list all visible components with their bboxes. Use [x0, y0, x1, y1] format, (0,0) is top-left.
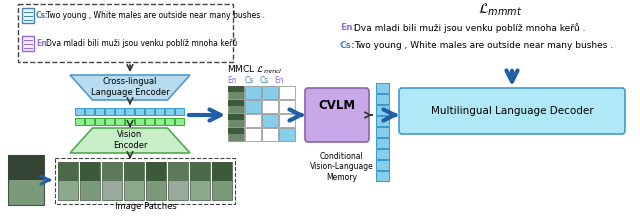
Bar — [228, 100, 244, 106]
Bar — [102, 162, 122, 200]
FancyBboxPatch shape — [305, 88, 369, 142]
Text: Cs: Cs — [244, 75, 253, 85]
Bar — [58, 162, 78, 181]
Bar — [228, 128, 244, 141]
Bar — [228, 86, 244, 92]
Text: Conditional
Vision-Language
Memory: Conditional Vision-Language Memory — [310, 152, 374, 182]
Bar — [55, 158, 235, 204]
Text: $\mathcal{L}_{mmmt}$: $\mathcal{L}_{mmmt}$ — [478, 2, 522, 18]
Bar — [75, 108, 84, 115]
Bar — [245, 100, 261, 113]
Bar — [212, 162, 232, 200]
Text: Cs:: Cs: — [36, 10, 49, 20]
Bar — [262, 128, 278, 141]
Text: Dva mladi bili muži jsou venku poblíž mnoha keřů .: Dva mladi bili muži jsou venku poblíž mn… — [354, 23, 586, 33]
FancyBboxPatch shape — [399, 88, 625, 134]
Bar — [146, 162, 166, 181]
Bar — [8, 155, 44, 180]
Bar — [105, 118, 114, 125]
Bar — [22, 8, 34, 23]
Bar — [262, 86, 278, 99]
Bar — [80, 162, 100, 181]
Bar — [376, 116, 389, 126]
Text: Image Patches: Image Patches — [115, 202, 177, 210]
Bar — [102, 162, 122, 181]
Bar — [376, 171, 389, 181]
Text: En:: En: — [36, 38, 50, 48]
Bar — [124, 162, 144, 200]
Text: Vision
Encoder: Vision Encoder — [113, 130, 147, 150]
Bar — [279, 114, 295, 127]
Bar — [145, 108, 154, 115]
Bar — [228, 100, 244, 113]
Bar — [228, 128, 244, 134]
Bar — [228, 114, 244, 127]
Bar — [95, 118, 104, 125]
Bar — [245, 128, 261, 141]
Bar — [124, 162, 144, 181]
Text: En: En — [274, 75, 284, 85]
Bar — [228, 114, 244, 120]
Bar — [376, 138, 389, 148]
Bar — [168, 162, 188, 181]
Bar — [262, 114, 278, 127]
Bar — [376, 94, 389, 104]
Bar — [135, 108, 144, 115]
Bar — [165, 118, 174, 125]
Bar — [212, 162, 232, 181]
Bar — [155, 118, 164, 125]
Text: Cs:: Cs: — [340, 42, 356, 50]
Bar — [376, 149, 389, 159]
Text: MMCL $\mathcal{L}_{mmcl}$: MMCL $\mathcal{L}_{mmcl}$ — [227, 64, 283, 76]
Bar — [190, 162, 210, 200]
Bar — [376, 105, 389, 115]
Bar — [165, 108, 174, 115]
Bar — [175, 118, 184, 125]
Bar — [146, 162, 166, 200]
Text: En: En — [227, 75, 237, 85]
Bar — [175, 108, 184, 115]
Bar — [135, 118, 144, 125]
Text: Two young , White males are outside near many bushes .: Two young , White males are outside near… — [354, 42, 613, 50]
Bar — [115, 118, 124, 125]
Bar — [85, 108, 94, 115]
Bar — [190, 162, 210, 181]
Bar — [95, 108, 104, 115]
Text: Cross-lingual
Language Encoder: Cross-lingual Language Encoder — [91, 77, 170, 97]
Bar — [245, 86, 261, 99]
Bar — [245, 114, 261, 127]
Bar — [18, 4, 233, 62]
Bar — [115, 108, 124, 115]
Text: Two young , White males are outside near many bushes .: Two young , White males are outside near… — [46, 10, 265, 20]
Bar — [376, 160, 389, 170]
Bar — [262, 100, 278, 113]
Bar — [145, 118, 154, 125]
Text: En:: En: — [340, 24, 356, 32]
Bar — [8, 155, 44, 205]
Bar — [58, 162, 78, 200]
Bar — [168, 162, 188, 200]
Text: CVLM: CVLM — [319, 99, 356, 111]
Bar — [85, 118, 94, 125]
Bar — [105, 108, 114, 115]
Bar — [155, 108, 164, 115]
Polygon shape — [70, 128, 190, 153]
Text: Cs: Cs — [259, 75, 269, 85]
Bar — [376, 83, 389, 93]
Bar — [376, 127, 389, 137]
Bar — [22, 36, 34, 51]
Bar — [279, 128, 295, 141]
Text: Dva mladi bili muži jsou venku poblíž mnoha keřů: Dva mladi bili muži jsou venku poblíž mn… — [46, 38, 237, 48]
Bar — [75, 118, 84, 125]
Bar — [125, 118, 134, 125]
Bar — [125, 108, 134, 115]
Bar — [279, 86, 295, 99]
Bar — [228, 86, 244, 99]
Text: Multilingual Language Decoder: Multilingual Language Decoder — [431, 106, 593, 116]
Polygon shape — [70, 75, 190, 100]
Bar — [80, 162, 100, 200]
Bar — [279, 100, 295, 113]
